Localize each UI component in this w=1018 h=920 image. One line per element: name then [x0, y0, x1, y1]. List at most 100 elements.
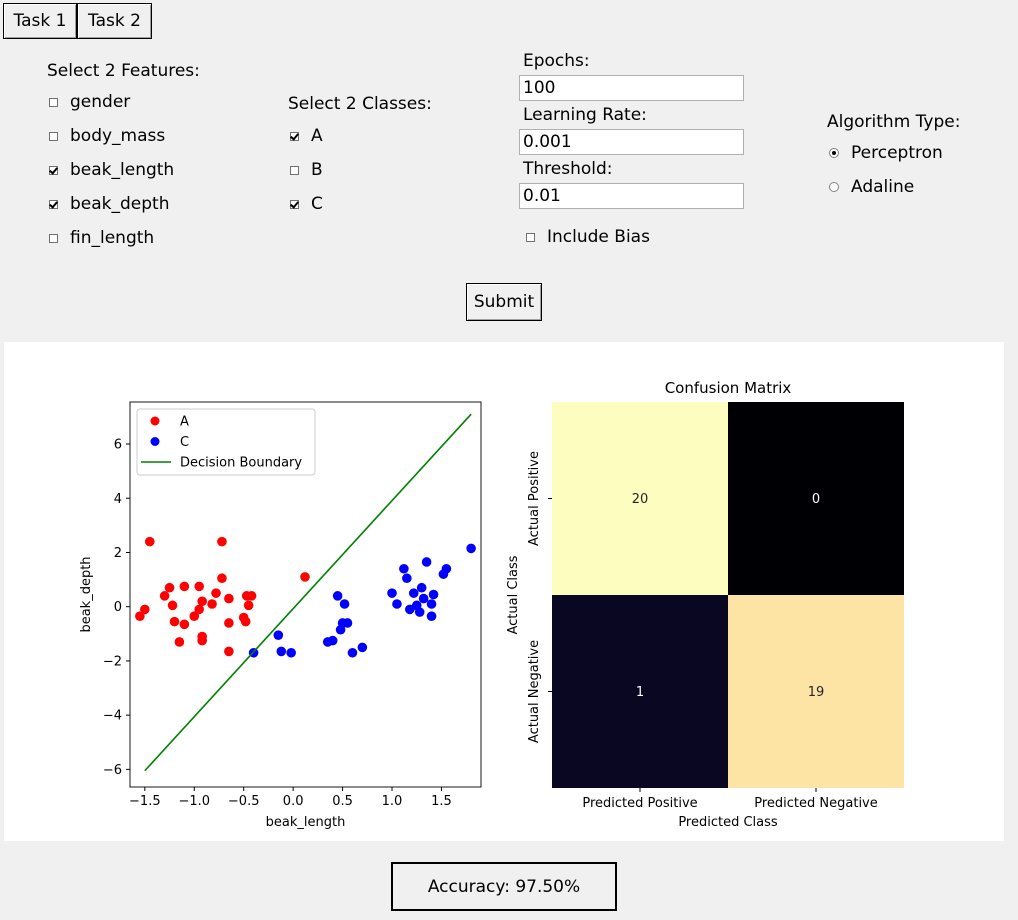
algorithm-radio-perceptron-box[interactable] [829, 148, 839, 158]
scatter-point-a [211, 588, 221, 598]
feature-checkbox-beak_depth-box[interactable] [49, 199, 58, 209]
scatter-point-a [179, 581, 190, 592]
class-checkbox-a[interactable]: A [290, 126, 323, 146]
heatmap-cell [552, 402, 728, 595]
scatter-point-c [387, 588, 397, 598]
scatter-axes-frame [129, 401, 482, 788]
scatter-point-c [421, 557, 432, 567]
feature-checkbox-body_mass[interactable]: body_mass [49, 126, 165, 146]
algorithm-radio-adaline-label: Adaline [851, 177, 915, 197]
scatter-point-a [159, 591, 170, 601]
legend-marker-c [150, 437, 160, 446]
feature-checkbox-beak_depth-label: beak_depth [70, 194, 170, 214]
scatter-point-a [217, 536, 227, 547]
scatter-point-a [240, 616, 251, 627]
legend-label: C [180, 435, 189, 450]
learning-rate-label: Learning Rate: [523, 105, 647, 125]
feature-checkbox-beak_length[interactable]: beak_length [49, 160, 174, 180]
threshold-input[interactable] [519, 183, 744, 209]
scatter-point-c [339, 599, 350, 609]
scatter-point-a [224, 593, 234, 604]
include-bias-box[interactable] [526, 232, 535, 242]
scatter-point-c [418, 593, 429, 604]
y-tick-label: 2 [114, 546, 122, 561]
y-tick-label: −6 [103, 763, 122, 778]
feature-checkbox-fin_length-box[interactable] [49, 233, 58, 243]
scatter-point-a [174, 637, 185, 647]
x-tick-label: −1.5 [129, 794, 161, 809]
scatter-point-c [441, 563, 452, 574]
algorithm-title: Algorithm Type: [827, 112, 961, 132]
feature-checkbox-fin_length[interactable]: fin_length [49, 228, 154, 248]
learning-rate-input[interactable] [519, 129, 744, 155]
feature-checkbox-beak_depth[interactable]: beak_depth [49, 194, 170, 214]
class-checkbox-c-box[interactable] [290, 199, 299, 209]
heatmap-x-tick-label: Predicted Negative [754, 796, 878, 811]
class-checkbox-b[interactable]: B [290, 160, 323, 180]
heatmap-cell-value: 1 [636, 685, 644, 700]
heatmap-y-tick-label: Actual Positive [527, 451, 542, 546]
heatmap-x-tick-label: Predicted Positive [582, 796, 697, 811]
class-checkbox-b-box[interactable] [290, 165, 299, 175]
feature-checkbox-beak_length-label: beak_length [70, 160, 175, 180]
feature-checkbox-fin_length-label: fin_length [70, 228, 155, 248]
feature-checkbox-body_mass-label: body_mass [70, 126, 166, 146]
class-checkbox-c-label: C [311, 194, 323, 214]
heatmap-cell-value: 19 [808, 685, 825, 700]
heatmap-x-axis-label: Predicted Class [678, 815, 778, 830]
tab-task-2[interactable]: Task 2 [77, 3, 152, 39]
algorithm-radio-perceptron[interactable]: Perceptron [829, 143, 943, 163]
submit-button[interactable]: Submit [466, 283, 542, 321]
class-checkbox-a-box[interactable] [290, 131, 299, 141]
scatter-point-a [224, 646, 234, 657]
scatter-point-c [426, 599, 437, 609]
legend: AC Decision Boundary [136, 408, 316, 476]
class-checkbox-c[interactable]: C [290, 194, 323, 214]
feature-checkbox-body_mass-box[interactable] [49, 131, 58, 141]
algorithm-radio-perceptron-label: Perceptron [851, 143, 943, 163]
classes-title: Select 2 Classes: [288, 94, 432, 114]
x-tick-label: 1.5 [431, 794, 452, 809]
feature-checkbox-gender-label: gender [70, 92, 131, 112]
scatter-point-c [276, 646, 287, 657]
scatter-point-a [300, 572, 310, 582]
y-tick-label: −4 [103, 709, 122, 724]
scatter-point-c [414, 607, 425, 617]
scatter-point-c [327, 635, 338, 646]
scatter-point-a [217, 573, 227, 584]
feature-checkbox-beak_length-box[interactable] [49, 165, 58, 175]
heatmap-cell [728, 402, 904, 595]
heatmap-cell [728, 595, 904, 788]
scatter-point-a [167, 600, 178, 611]
heatmap-y-axis-label: Actual Class [506, 555, 521, 634]
algorithm-radio-adaline-box[interactable] [829, 182, 839, 192]
scatter-point-c [466, 543, 476, 554]
include-bias-checkbox[interactable]: Include Bias [526, 227, 650, 247]
algorithm-radio-adaline[interactable]: Adaline [829, 177, 914, 197]
tab-task-1[interactable]: Task 1 [3, 3, 77, 39]
feature-checkbox-gender[interactable]: gender [49, 92, 130, 112]
scatter-point-c [286, 647, 296, 658]
scatter-point-c [399, 563, 409, 574]
epochs-label: Epochs: [523, 51, 590, 71]
y-tick-label: 4 [114, 492, 122, 507]
plots-svg: −1.5 −1.0 −0.5 0.0 0.5 1.0 1.5 −6 −4 −2 0 2 4 6 beak_l… [79, 379, 904, 830]
scatter-point-a [189, 611, 200, 621]
scatter-point-a [169, 616, 180, 627]
scatter-point-a [207, 599, 217, 609]
scatter-point-a [224, 618, 234, 628]
heatmap-cell-value: 0 [812, 492, 820, 507]
epochs-input[interactable] [519, 75, 744, 101]
x-tick-label: −1.0 [178, 794, 210, 809]
include-bias-label: Include Bias [547, 227, 650, 247]
scatter-point-c [405, 604, 415, 615]
y-tick-label: −2 [103, 654, 122, 669]
heatmap-cell-value: 20 [632, 492, 649, 507]
decision-boundary-line [144, 413, 472, 772]
scatter-point-c [428, 589, 439, 600]
heatmap-cell [552, 595, 728, 788]
scatter-point-a [243, 600, 254, 611]
class-checkbox-b-label: B [311, 160, 323, 180]
plot-area: −1.5 −1.0 −0.5 0.0 0.5 1.0 1.5 −6 −4 −2 0 2 4 6 beak_l… [4, 342, 1004, 841]
feature-checkbox-gender-box[interactable] [49, 97, 58, 107]
